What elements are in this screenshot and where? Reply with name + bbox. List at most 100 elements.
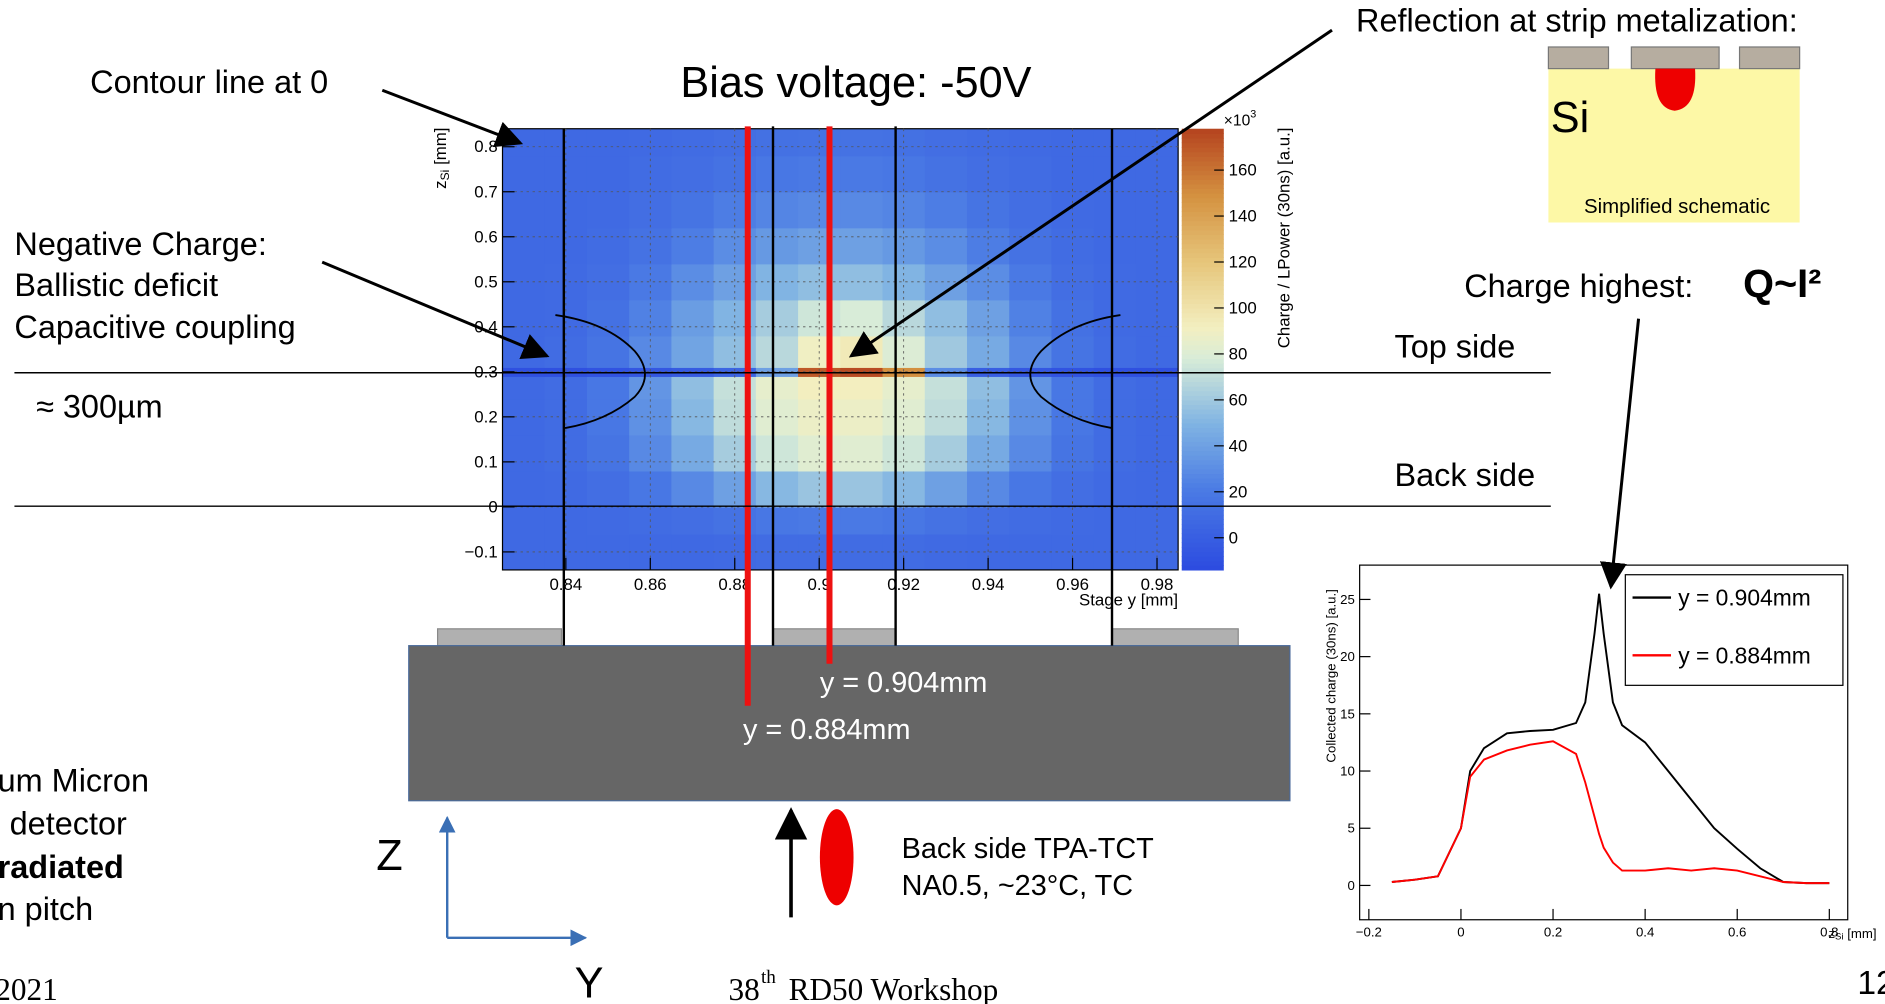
strip-pad: [1630, 46, 1720, 70]
page-number: 12: [1857, 965, 1885, 1002]
heatmap-cell: [1093, 191, 1137, 229]
heatmap-cell: [586, 128, 630, 157]
colorbar-band: [1181, 473, 1224, 479]
colorbar-band: [1181, 252, 1224, 259]
y-tick-label: 20: [1340, 649, 1355, 664]
schematic-caption: Simplified schematic: [1584, 196, 1770, 218]
heatmap-cell: [882, 191, 926, 229]
colorbar-band: [1181, 326, 1224, 332]
y-axis-title-main: z: [430, 180, 449, 188]
formula: Q~I²: [1743, 262, 1821, 306]
heatmap-cell: [966, 227, 1010, 265]
heatmap-cell: [755, 335, 799, 368]
sample-info: radiated: [0, 849, 124, 885]
heatmap-cell: [502, 299, 546, 337]
colorbar-band: [1181, 441, 1224, 447]
heatmap-cell: [502, 376, 546, 400]
heatmap-cell: [671, 506, 715, 535]
colorbar-band: [1181, 137, 1224, 144]
heatmap-cell: [1009, 191, 1053, 229]
heatmap-cell: [544, 191, 588, 229]
heatmap-cell: [502, 470, 546, 508]
heatmap-cell: [671, 299, 715, 337]
heatmap-cell: [840, 434, 884, 472]
heatmap-cell: [1135, 227, 1179, 265]
strip: [772, 628, 897, 647]
heatmap-cell: [586, 470, 630, 508]
heatmap-cell: [924, 470, 968, 508]
arrow: [321, 260, 550, 360]
colorbar-band: [1181, 413, 1224, 419]
axis-name: Z: [376, 832, 402, 880]
heatmap-cell: [755, 434, 799, 472]
heatmap-cell: [882, 155, 926, 193]
colorbar-band: [1181, 133, 1224, 139]
heatmap-cell: [629, 470, 673, 508]
heatmap-cell: [882, 470, 926, 508]
colorbar-band: [1181, 409, 1224, 415]
colorbar-band: [1181, 284, 1224, 291]
colorbar-band: [1181, 422, 1224, 429]
colorbar-band: [1181, 220, 1224, 226]
x-tick-label: −0.2: [1356, 924, 1382, 939]
colorbar-band: [1181, 367, 1224, 373]
colorbar-band: [1181, 551, 1224, 557]
footer-workshop-number: 38: [729, 972, 760, 1004]
colorbar-band: [1181, 239, 1224, 245]
colorbar-band: [1181, 330, 1224, 337]
heatmap-cell: [544, 227, 588, 265]
heatmap-cell: [755, 376, 799, 400]
annotation: Contour line at 0: [90, 64, 328, 100]
colorbar-band: [1181, 335, 1224, 341]
footer-workshop-ordinal: th: [761, 967, 776, 988]
colorbar-band: [1181, 307, 1224, 314]
colorbar-band: [1181, 160, 1224, 167]
heatmap-cell: [586, 191, 630, 229]
heatmap-cell: [840, 335, 884, 368]
heatmap-cell: [671, 128, 715, 157]
heatmap-cell: [671, 335, 715, 368]
heatmap-cell: [924, 227, 968, 265]
x-tick-label: 0.94: [972, 575, 1005, 594]
annotation: Charge highest:: [1464, 268, 1693, 304]
x-axis-title-main: z: [1828, 925, 1835, 940]
heatmap-cell: [924, 155, 968, 193]
heatmap: 0.84 0.86 0.88 0.9 0.92 0.94 0.96 0.98 −0.1 0 0.1 0…: [430, 59, 1293, 609]
heatmap-cell: [1051, 227, 1095, 265]
colorbar-band: [1181, 303, 1224, 309]
colorbar-band: [1181, 565, 1224, 571]
series-line: [1391, 593, 1830, 885]
colorbar-band: [1181, 363, 1224, 369]
heatmap-cell: [924, 506, 968, 535]
colorbar-band: [1181, 386, 1224, 392]
heatmap-cell: [1093, 335, 1137, 368]
heatmap-cell: [966, 155, 1010, 193]
heatmap-cell: [586, 155, 630, 193]
colorbar-band: [1181, 262, 1224, 268]
legend-label: y = 0.884mm: [1678, 642, 1811, 668]
heatmap-cell: [924, 128, 968, 157]
heatmap-cell: [502, 434, 546, 472]
series-line: [1391, 740, 1830, 885]
colorbar-band: [1181, 523, 1224, 530]
heatmap-cell: [755, 227, 799, 265]
colorbar-band: [1181, 280, 1224, 286]
heatmap-cell: [840, 376, 884, 400]
colorbar-band: [1181, 358, 1224, 364]
colorbar-band: [1181, 188, 1224, 194]
y-tick-label: 10: [1340, 764, 1355, 779]
colorbar-band: [1181, 427, 1224, 433]
colorbar-band: [1181, 225, 1224, 231]
colorbar-band: [1181, 445, 1224, 452]
sample-info: n pitch: [0, 891, 93, 927]
colorbar-band: [1181, 381, 1224, 387]
annotation: Capacitive coupling: [14, 309, 295, 345]
x-tick-label: 0.6: [1728, 924, 1746, 939]
colorbar-band: [1181, 487, 1224, 493]
heatmap-cell: [1093, 299, 1137, 337]
colorbar-band: [1181, 128, 1224, 134]
y-tick-label: 0.7: [474, 182, 497, 201]
heatmap-cell: [629, 191, 673, 229]
heatmap-cell: [671, 376, 715, 400]
